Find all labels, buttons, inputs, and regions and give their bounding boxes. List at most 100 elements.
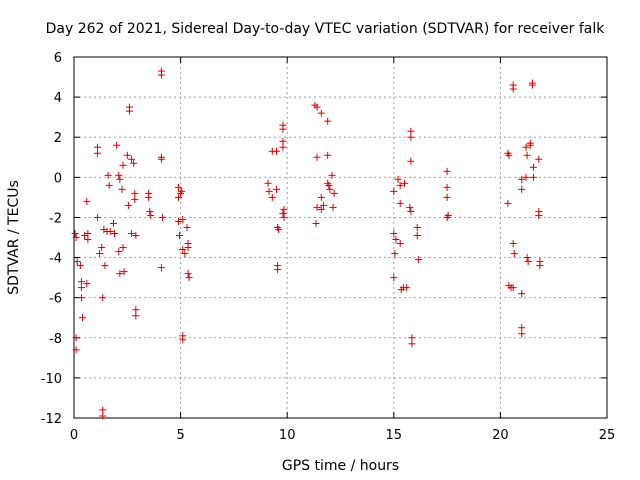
data-point xyxy=(509,240,517,248)
data-point xyxy=(526,139,534,147)
data-point xyxy=(523,151,531,159)
data-point xyxy=(96,250,104,258)
data-point xyxy=(128,155,136,163)
data-point xyxy=(104,171,112,179)
data-point xyxy=(392,236,400,244)
data-point xyxy=(128,229,136,237)
data-point xyxy=(131,189,139,197)
data-point xyxy=(328,171,336,179)
data-point xyxy=(317,205,325,213)
data-point xyxy=(268,193,276,201)
data-point xyxy=(400,179,408,187)
grid-lines xyxy=(74,57,607,418)
data-point xyxy=(413,223,421,231)
data-point xyxy=(443,167,451,175)
data-point xyxy=(72,346,80,354)
data-point xyxy=(147,211,155,219)
data-point xyxy=(312,219,320,227)
data-point xyxy=(529,163,537,171)
data-point xyxy=(79,314,87,322)
y-tick-labels: -12 -10 -8 -6 -4 -2 0 2 4 6 xyxy=(41,51,62,427)
data-point xyxy=(83,280,91,288)
x-tick-label: 5 xyxy=(176,428,184,443)
data-point xyxy=(157,67,165,75)
data-point xyxy=(522,173,530,181)
data-point xyxy=(157,153,165,161)
data-point xyxy=(279,121,287,129)
data-point xyxy=(518,290,526,298)
data-point xyxy=(317,193,325,201)
data-point xyxy=(113,141,121,149)
data-point xyxy=(273,185,281,193)
data-point xyxy=(443,193,451,201)
data-point xyxy=(176,231,184,239)
data-points xyxy=(71,67,544,420)
x-tick-label: 0 xyxy=(70,428,78,443)
data-point xyxy=(157,264,165,272)
data-point xyxy=(313,203,321,211)
data-point xyxy=(106,227,114,235)
y-tick-label: 0 xyxy=(54,171,62,186)
data-point xyxy=(279,209,287,217)
data-point xyxy=(99,294,107,302)
data-point xyxy=(443,213,451,221)
data-point xyxy=(174,217,182,225)
data-point xyxy=(115,248,123,256)
data-point xyxy=(181,250,189,258)
data-point xyxy=(145,193,153,201)
data-point xyxy=(99,412,107,420)
data-point xyxy=(146,207,154,215)
data-point xyxy=(518,175,526,183)
data-point xyxy=(280,205,288,213)
x-tick-label: 15 xyxy=(386,428,403,443)
data-point xyxy=(317,109,325,117)
data-point xyxy=(505,151,513,159)
data-point xyxy=(132,231,140,239)
data-point xyxy=(179,215,187,223)
data-point xyxy=(329,203,337,211)
data-point xyxy=(132,312,140,320)
data-point xyxy=(185,274,193,282)
y-tick-label: -4 xyxy=(49,252,62,267)
data-point xyxy=(324,117,332,125)
data-point xyxy=(77,294,85,302)
data-point xyxy=(390,187,398,195)
chart-title: Day 262 of 2021, Sidereal Day-to-day VTE… xyxy=(46,21,606,37)
data-point xyxy=(73,258,81,266)
plot-frame xyxy=(73,56,608,419)
data-point xyxy=(390,229,398,237)
data-point xyxy=(536,262,544,270)
data-point xyxy=(184,244,192,252)
data-point xyxy=(535,207,543,215)
y-tick-label: 6 xyxy=(54,51,62,66)
data-point xyxy=(179,246,187,254)
data-point xyxy=(84,236,92,244)
data-point xyxy=(273,147,281,155)
y-tick-label: -6 xyxy=(49,292,62,307)
data-point xyxy=(115,171,123,179)
y-tick-label: -10 xyxy=(41,372,62,387)
data-point xyxy=(119,244,127,252)
data-point xyxy=(443,183,451,191)
data-point xyxy=(130,159,138,167)
data-point xyxy=(83,197,91,205)
data-point xyxy=(524,258,532,266)
data-point xyxy=(77,284,85,292)
x-tick-label: 25 xyxy=(599,428,616,443)
data-point xyxy=(174,193,182,201)
data-point xyxy=(120,268,128,276)
data-point xyxy=(406,203,414,211)
data-point xyxy=(522,143,530,151)
data-point xyxy=(183,223,191,231)
data-point xyxy=(93,213,101,221)
x-axis-title: GPS time / hours xyxy=(282,458,399,474)
data-point xyxy=(119,161,127,169)
data-point xyxy=(132,306,140,314)
data-point xyxy=(174,183,182,191)
data-point xyxy=(109,219,117,227)
data-point xyxy=(408,334,416,342)
data-point xyxy=(131,195,139,203)
axis-ticks xyxy=(73,56,608,419)
data-point xyxy=(407,127,415,135)
